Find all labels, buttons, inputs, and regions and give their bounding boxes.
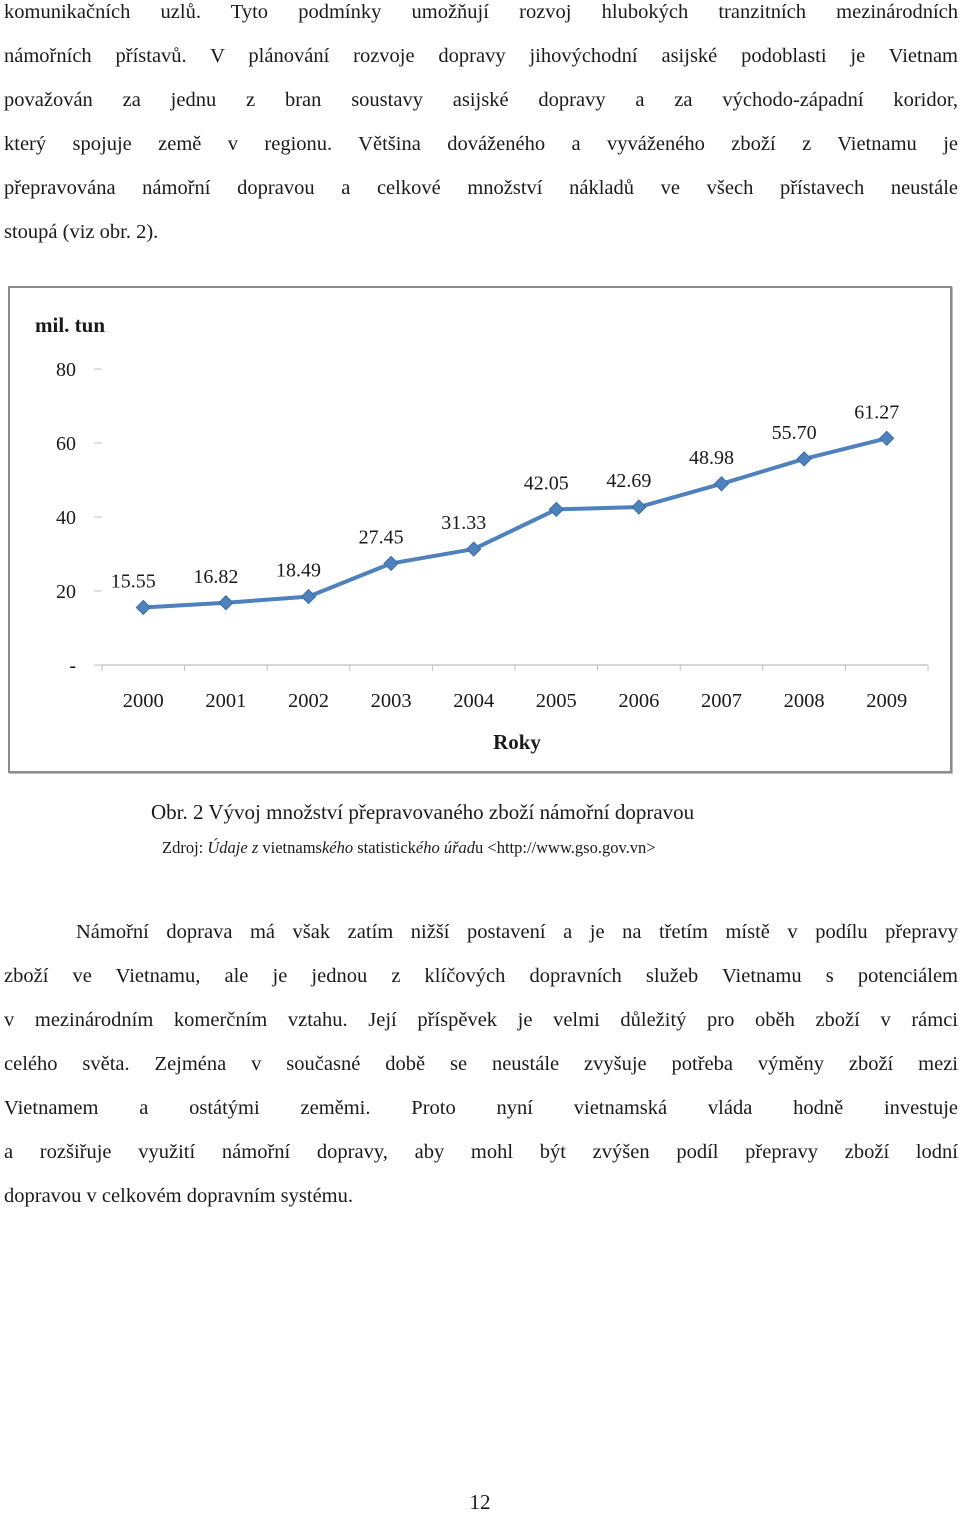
text-line: v mezinárodním komerčním vztahu. Její př…	[4, 1009, 958, 1031]
x-tick-label: 2003	[371, 690, 412, 712]
source-text: vietnams	[258, 838, 322, 857]
source-italic: kého	[321, 838, 354, 857]
paragraph-top: komunikačních uzlů. Tyto podmínky umožňu…	[4, 0, 958, 254]
data-label: 16.82	[193, 566, 238, 588]
text-line: Námořní doprava má však zatím nižší post…	[76, 921, 958, 943]
data-point	[548, 501, 565, 518]
y-tick-label: 80	[56, 359, 76, 381]
x-tick-label: 2005	[536, 690, 577, 712]
text-line: námořních přístavů. V plánování rozvoje …	[4, 45, 958, 67]
data-label: 27.45	[359, 526, 404, 548]
y-tick-label: 60	[56, 433, 76, 455]
y-axis: - 20 40 60 80	[56, 359, 102, 677]
source-text: statistick	[353, 838, 416, 857]
text-line: dopravou v celkovém dopravním systému.	[4, 1185, 354, 1207]
data-label: 42.05	[524, 472, 569, 494]
data-label: 18.49	[276, 560, 321, 582]
text-line: považován za jednu z bran soustavy asijs…	[4, 89, 958, 111]
data-label: 48.98	[689, 447, 734, 469]
figure-source: Zdroj: Údaje z vietnamského statistickéh…	[162, 838, 656, 858]
data-label: 42.69	[606, 470, 651, 492]
series-line	[141, 436, 889, 610]
x-axis-label: Roky	[493, 730, 541, 754]
y-tick-label: 40	[56, 507, 76, 529]
data-point	[713, 476, 730, 492]
x-tick-label: 2006	[618, 690, 659, 712]
data-point	[878, 430, 895, 447]
data-label: 61.27	[854, 401, 899, 423]
source-prefix: Zdroj:	[162, 838, 208, 857]
data-label: 55.70	[772, 422, 817, 444]
source-italic: ého úřad	[415, 838, 476, 857]
line-chart: mil. tun Roky - 20 40 60 80 2000 2001 2002 2003…	[35, 313, 929, 754]
data-label: 31.33	[441, 512, 486, 534]
plot-area: 15.55 16.82 18.49 27.45 31.33 42.05 42.69 48.98…	[111, 401, 899, 616]
text-line: stoupá (viz obr. 2).	[4, 221, 159, 243]
data-point	[796, 451, 812, 467]
data-point	[465, 541, 482, 557]
source-italic: Údaje z	[207, 838, 259, 857]
data-point	[631, 499, 647, 515]
source-text: u <http://www.gso.gov.vn>	[475, 838, 656, 857]
x-tick-label: 2009	[866, 690, 907, 712]
x-tick-label: 2002	[288, 690, 329, 712]
text-line: který spojuje země v regionu. Většina do…	[4, 133, 958, 155]
y-tick-label: 20	[56, 581, 76, 603]
text-line: a rozšiřuje využití námořní dopravy, aby…	[4, 1141, 958, 1163]
paragraph-bottom: Námořní doprava má však zatím nižší post…	[4, 910, 958, 1218]
chart-frame: mil. tun Roky - 20 40 60 80 2000 2001 2002 2003…	[8, 286, 952, 773]
data-point	[300, 588, 317, 605]
text-line: celého světa. Zejména v současné době se…	[4, 1053, 958, 1075]
x-tick-label: 2008	[784, 690, 825, 712]
x-tick-label: 2007	[701, 690, 742, 712]
text-line: komunikačních uzlů. Tyto podmínky umožňu…	[4, 1, 958, 23]
data-point	[218, 595, 234, 611]
x-axis: 2000 2001 2002 2003 2004 2005 2006 2007 2008 2009	[101, 664, 929, 712]
y-axis-label: mil. tun	[35, 313, 105, 337]
x-tick-label: 2000	[123, 690, 164, 712]
data-point	[135, 599, 152, 616]
page-number: 12	[469, 1490, 491, 1514]
x-tick-label: 2004	[453, 690, 494, 712]
y-tick-label: -	[69, 655, 76, 677]
text-line: zboží ve Vietnamu, ale je jednou z klíčo…	[4, 965, 958, 987]
figure-caption: Obr. 2 Vývoj množství přepravovaného zbo…	[151, 800, 695, 824]
text-line: přepravována námořní dopravou a celkové …	[4, 177, 958, 199]
x-tick-label: 2001	[205, 690, 246, 712]
data-point	[383, 555, 399, 572]
data-label: 15.55	[111, 570, 156, 592]
text-line: Vietnamem a ostátými zeměmi. Proto nyní …	[4, 1097, 958, 1119]
